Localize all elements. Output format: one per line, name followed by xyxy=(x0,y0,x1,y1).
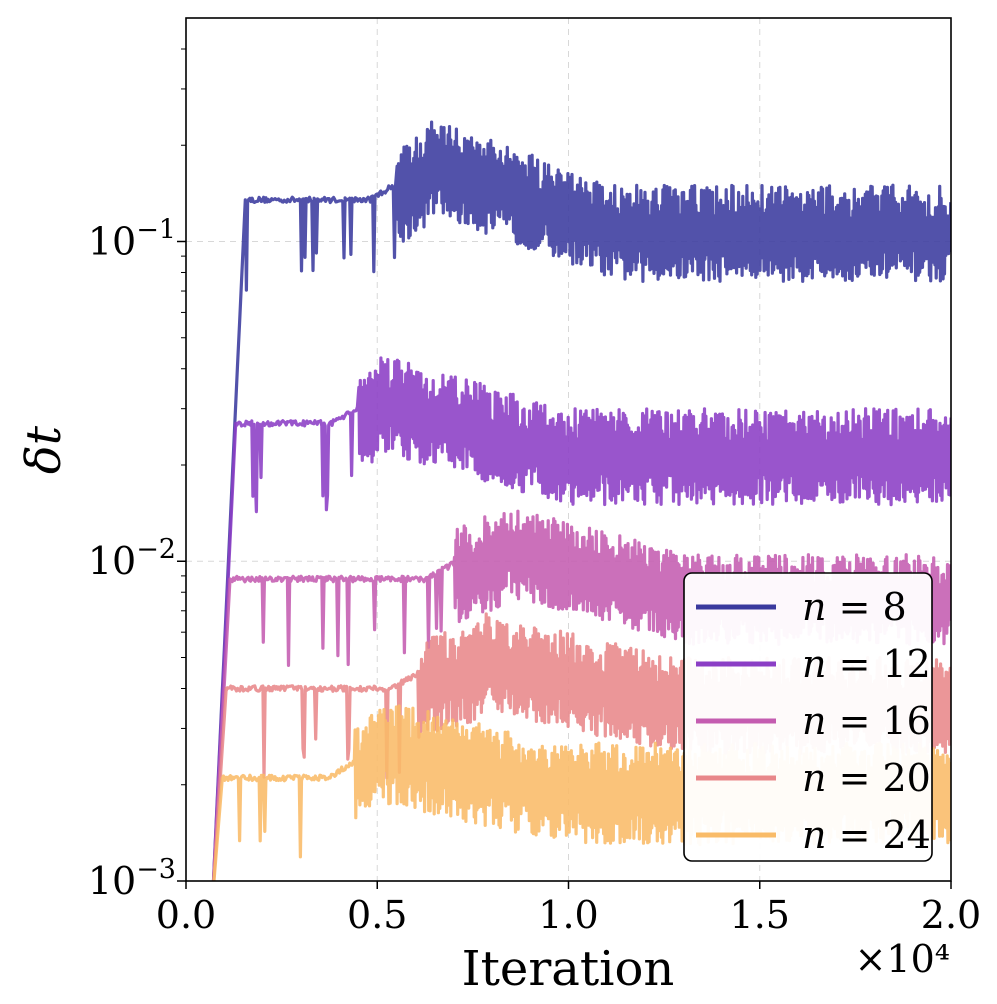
x-tick-label: 1.5 xyxy=(730,893,790,937)
x-tick-label: 0.0 xyxy=(156,893,216,937)
x-tick-label: 2.0 xyxy=(921,893,981,937)
y-tick-label: 10−3 xyxy=(88,854,176,903)
legend-box xyxy=(683,572,933,862)
y-tick-label: 10−2 xyxy=(88,534,176,583)
legend: n = 8 n = 12 n = 16 n = 20 n = 24 xyxy=(683,572,933,862)
series-line-12 xyxy=(211,356,951,881)
x-axis-label: Iteration xyxy=(462,941,675,997)
axis-ticks: 0.0 0.5 1.0 1.5 2.0 10−3 10−2 10−1 xyxy=(88,48,981,937)
y-axis-label: δt xyxy=(16,425,72,474)
x-tick-label: 1.0 xyxy=(538,893,598,937)
x-axis-multiplier: ×10⁴ xyxy=(855,937,950,981)
legend-label: n = 24 xyxy=(802,813,931,857)
legend-label: n = 12 xyxy=(802,642,931,686)
legend-label: n = 8 xyxy=(802,585,907,629)
x-tick-label: 0.5 xyxy=(347,893,407,937)
series-line-8 xyxy=(211,120,951,881)
legend-label: n = 16 xyxy=(802,699,931,743)
legend-label: n = 20 xyxy=(802,756,931,800)
legend-entries: n = 8 n = 12 n = 16 n = 20 n = 24 xyxy=(696,585,931,857)
y-tick-label: 10−1 xyxy=(88,214,176,263)
